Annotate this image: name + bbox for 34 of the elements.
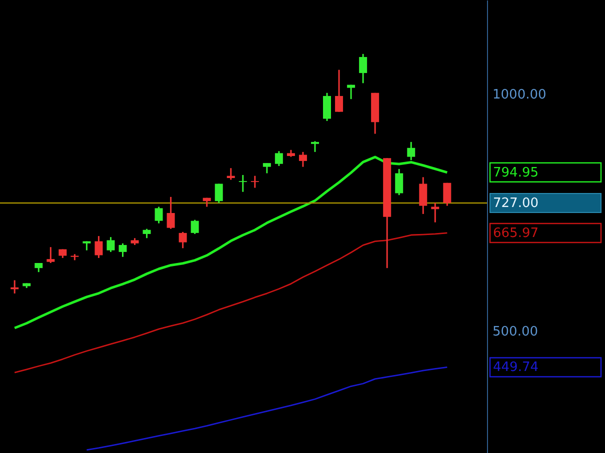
candlestick: [238, 174, 247, 193]
y-tick-label: 1000.00: [492, 87, 546, 102]
candlestick: [226, 167, 235, 181]
candlestick: [323, 92, 332, 122]
line-series: [14, 232, 448, 374]
candlestick: [274, 150, 283, 167]
candlestick: [443, 182, 452, 207]
text: 794.95: [493, 165, 538, 180]
candlestick: [154, 206, 163, 224]
text: 665.97: [493, 226, 538, 241]
candlestick: [190, 219, 199, 235]
candlestick: [395, 168, 404, 196]
candlestick: [178, 231, 187, 249]
ref-line-label: 727.00: [493, 196, 538, 211]
text: 449.74: [493, 360, 538, 376]
candlestick: [335, 69, 344, 113]
candlestick: [262, 162, 271, 174]
candlestick: [118, 242, 127, 258]
candlestick: [214, 183, 223, 204]
candlestick: [250, 175, 259, 189]
line-series: [86, 366, 448, 451]
candlestick: [359, 53, 368, 84]
line-series: [13, 156, 448, 330]
candlestick: [94, 235, 103, 259]
candlestick: [407, 141, 416, 161]
candlestick: [310, 140, 319, 153]
candlestick: [298, 151, 307, 168]
candlestick: [347, 84, 356, 100]
candlestick: [46, 246, 55, 264]
y-tick-label: 500.00: [492, 324, 538, 340]
candlestick: [106, 236, 115, 253]
candlestick: [419, 176, 428, 215]
candlestick: [166, 196, 175, 230]
candlestick: [142, 228, 151, 239]
